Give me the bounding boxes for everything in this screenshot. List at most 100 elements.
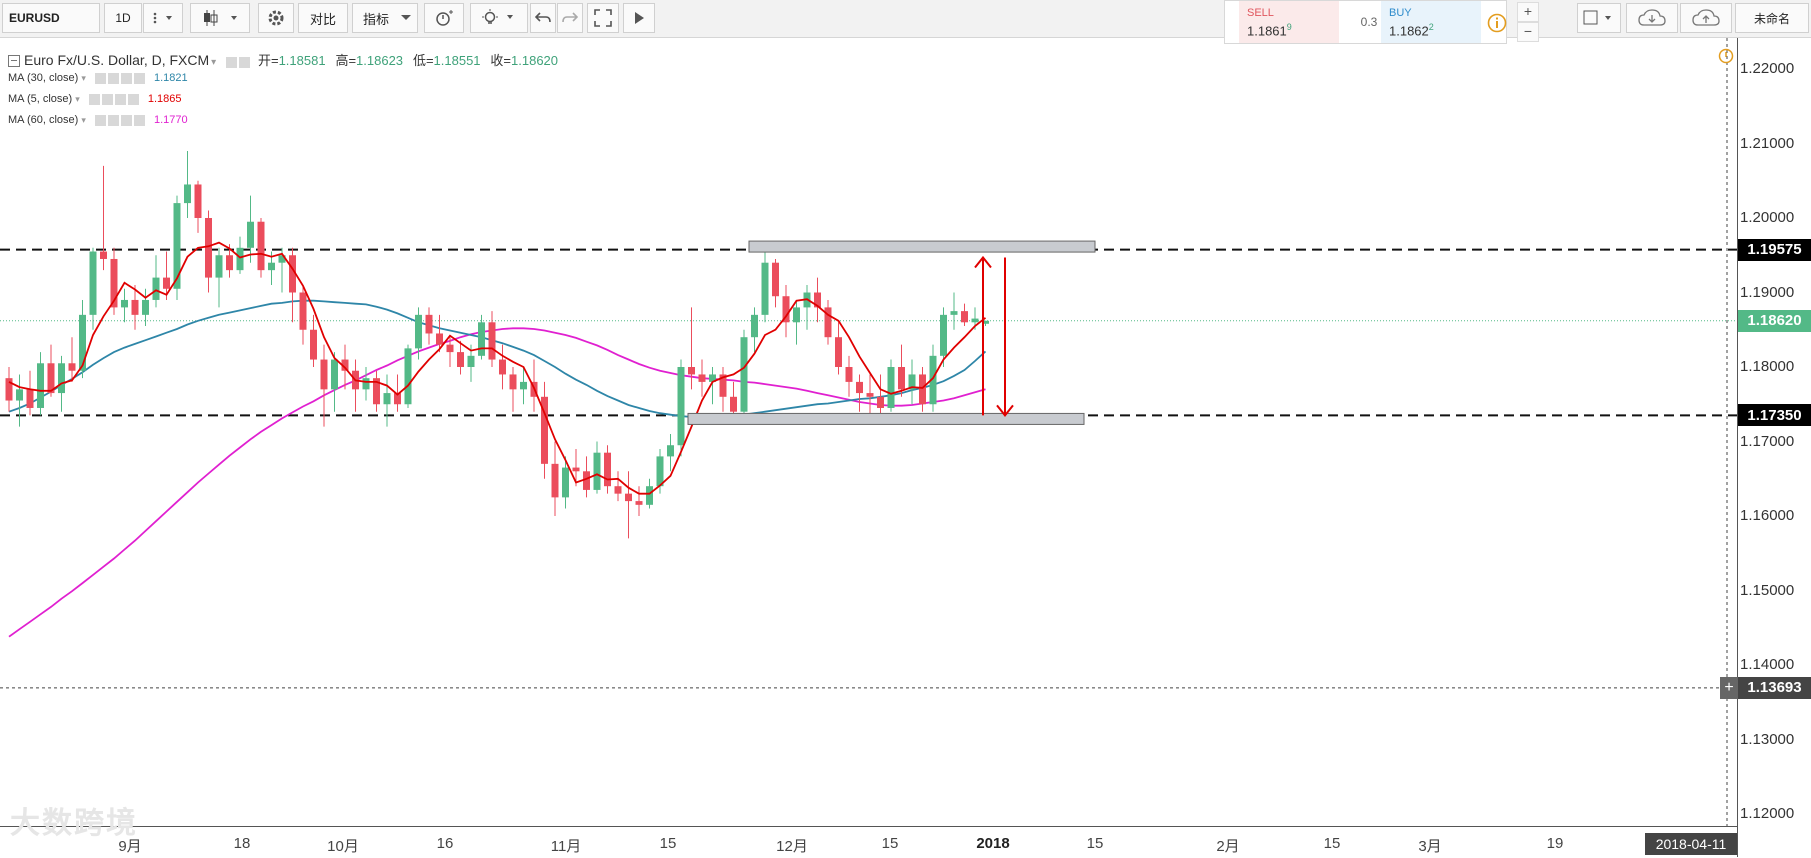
candle-body [37, 363, 44, 408]
buy-price-pip: 2 [1428, 22, 1434, 32]
series-controls[interactable] [226, 53, 252, 69]
quote-plus-button[interactable]: + [1517, 2, 1539, 22]
time-tick-label: 2月 [1216, 838, 1240, 855]
price-tick-label: 1.20000 [1740, 209, 1795, 226]
cloud-save-icon[interactable] [1680, 3, 1732, 33]
resistance-zone-box [748, 240, 1096, 253]
ma5-legend: MA (5, close) ▾ 1.1865 [8, 93, 182, 105]
compare-button[interactable]: 对比 [298, 3, 348, 33]
crosshair-plus-button[interactable]: + [1720, 676, 1738, 699]
cloud-load-icon[interactable] [1626, 3, 1678, 33]
candle-body [782, 296, 790, 323]
candle-body [940, 314, 947, 356]
time-axis[interactable] [0, 826, 1737, 858]
interval-menu-icon[interactable] [143, 3, 183, 33]
candle-body [58, 363, 65, 394]
ma60-line [8, 327, 986, 638]
fullscreen-icon[interactable] [587, 3, 619, 33]
buy-button[interactable]: BUY 1.18622 [1381, 1, 1481, 43]
alert-marker-icon[interactable] [1718, 48, 1734, 64]
price-tick-label: 1.14000 [1740, 656, 1795, 673]
bulb-icon[interactable] [470, 3, 528, 33]
indicators-dropdown-icon[interactable] [395, 3, 417, 33]
collapse-icon[interactable] [8, 55, 20, 68]
sell-button[interactable]: SELL 1.18619 [1239, 1, 1339, 43]
play-icon[interactable] [623, 3, 655, 33]
high-label: 高= [335, 53, 357, 68]
candle-body [562, 467, 569, 498]
sell-price-pip: 9 [1286, 22, 1292, 32]
candle-body [268, 262, 275, 271]
candle-body [247, 221, 254, 248]
close-value: 1.18620 [511, 53, 559, 68]
indicators-button[interactable]: 指标 [352, 3, 418, 33]
candle-body [950, 311, 958, 315]
candle-body [961, 311, 968, 323]
main-series-legend: Euro Fx/U.S. Dollar, D, FXCM ▾ 开=1.18581 … [8, 50, 558, 69]
price-tick-label: 1.22000 [1740, 60, 1795, 77]
candle-body [814, 292, 821, 308]
support-zone-box [687, 412, 1085, 425]
candle-body [5, 378, 13, 401]
low-label: 低= [412, 53, 434, 68]
candle-body [100, 251, 107, 259]
time-tick-label: 15 [881, 835, 899, 852]
candle-body [740, 337, 748, 412]
info-icon[interactable] [1487, 13, 1507, 33]
candle-body [698, 374, 706, 382]
open-label: 开= [257, 53, 279, 68]
ma5-controls[interactable] [88, 93, 141, 105]
buy-label: BUY [1389, 7, 1412, 19]
price-tick-label: 1.17000 [1740, 432, 1795, 450]
candle-body [593, 452, 601, 490]
ma60-controls[interactable] [94, 114, 147, 126]
candle-body [877, 396, 884, 408]
redo-icon[interactable] [557, 3, 583, 33]
candle-body [793, 307, 800, 323]
price-tick-label: 1.21000 [1740, 134, 1795, 152]
current-price-tag: 1.18620 [1738, 309, 1811, 332]
candle-body [761, 262, 769, 315]
watermark-text: 大数跨境 [10, 807, 138, 840]
candle-body [898, 367, 905, 390]
price-tick-label: 1.16000 [1740, 507, 1795, 524]
candle-body [614, 486, 622, 494]
low-value: 1.18551 [433, 53, 481, 68]
sell-label: SELL [1247, 7, 1274, 19]
candle-body [824, 307, 832, 338]
time-tick-label: 12月 [776, 838, 808, 855]
alert-icon[interactable] [424, 3, 464, 33]
candle-body [929, 355, 937, 405]
ma30-controls[interactable] [94, 72, 147, 84]
series-format-icon[interactable]: ▾ [211, 57, 217, 68]
candle-body [310, 329, 317, 360]
settings-icon[interactable] [258, 3, 294, 33]
candle-body [908, 374, 916, 390]
candle-body [110, 258, 118, 308]
undo-icon[interactable] [530, 3, 556, 33]
box-icon[interactable] [1577, 3, 1621, 33]
candle-body [362, 378, 370, 390]
candle-body [845, 367, 853, 382]
layout-name-button[interactable]: 未命名 [1735, 3, 1809, 33]
quote-minus-button[interactable]: − [1517, 22, 1539, 42]
ma5-line [8, 241, 987, 495]
interval-button[interactable]: 1D [104, 3, 142, 33]
high-value: 1.18623 [356, 53, 404, 68]
candle-body [677, 367, 685, 446]
ma30-legend: MA (30, close) ▾ 1.1821 [8, 72, 188, 84]
candle-body [404, 348, 412, 405]
candle-body [499, 359, 506, 375]
candle-body [89, 251, 97, 315]
price-axis[interactable] [1737, 38, 1811, 857]
ma5-value: 1.1865 [147, 93, 182, 105]
price-tick-label: 1.12000 [1740, 805, 1795, 822]
candles-icon[interactable] [190, 3, 250, 33]
candle-body [278, 255, 286, 263]
candle-body [173, 203, 181, 289]
symbol-search-button[interactable]: EURUSD [2, 3, 100, 33]
candle-body [520, 381, 527, 390]
ma60-legend: MA (60, close) ▾ 1.1770 [8, 114, 188, 126]
candle-body [551, 463, 559, 498]
